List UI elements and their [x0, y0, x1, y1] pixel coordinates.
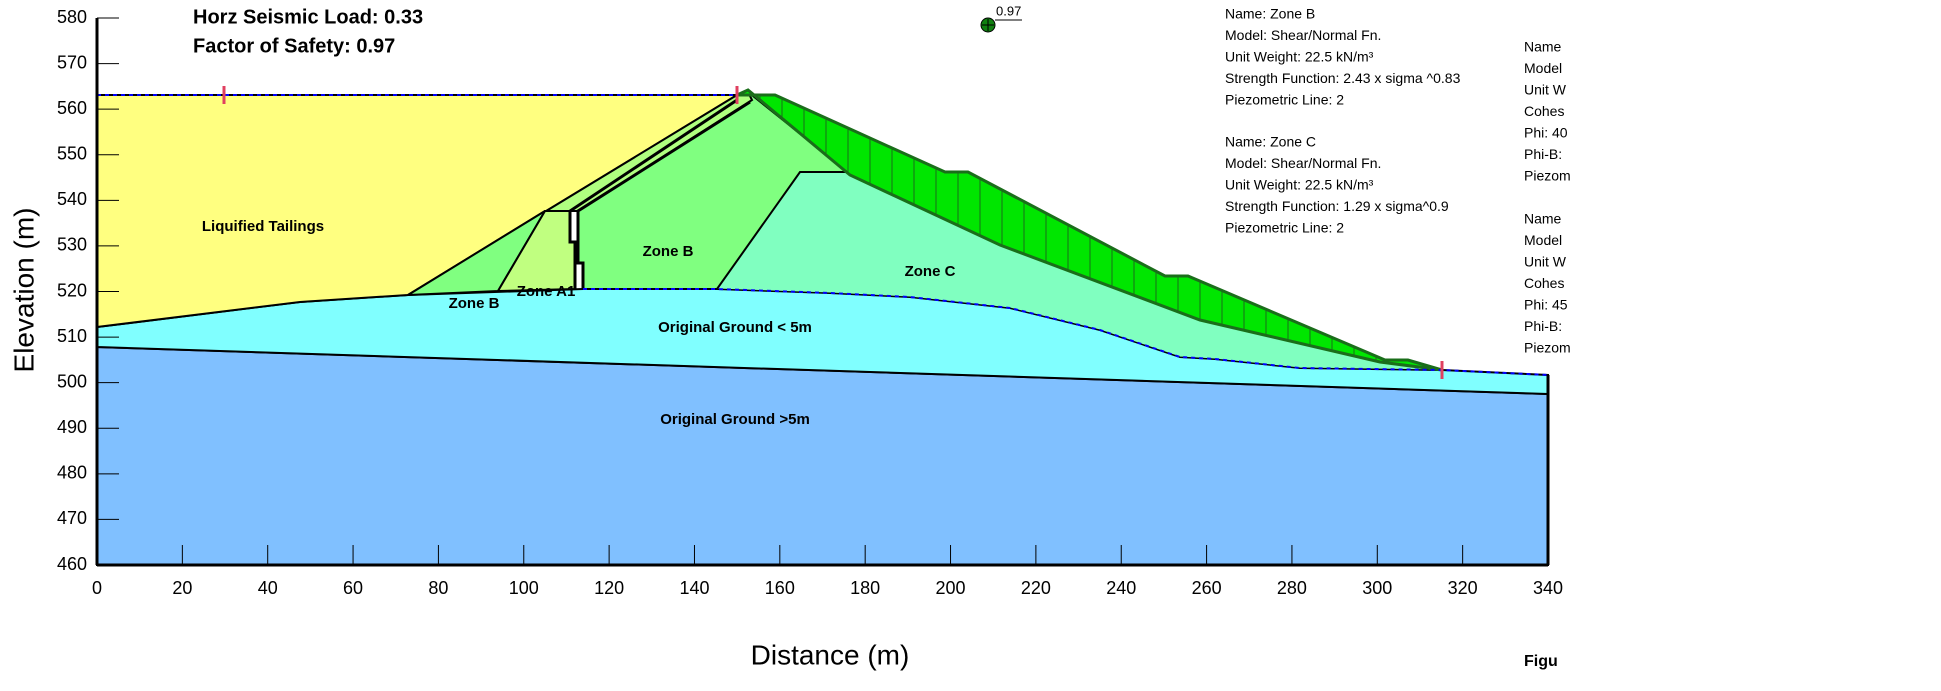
- material-line: Name: [1524, 39, 1562, 55]
- material-line: Unit W: [1524, 254, 1567, 270]
- y-tick-label: 480: [57, 463, 87, 483]
- x-tick-label: 340: [1533, 578, 1563, 598]
- chart: 0.97 Horz Seismic Load: 0.33 Factor of S…: [0, 0, 1941, 691]
- material-line: Name: Zone C: [1225, 134, 1316, 150]
- material-line: Model: Shear/Normal Fn.: [1225, 27, 1381, 43]
- region-label: Original Ground >5m: [660, 411, 810, 428]
- material-line: Piezometric Line: 2: [1225, 220, 1344, 236]
- x-tick-label: 120: [594, 578, 624, 598]
- x-tick-label: 140: [679, 578, 709, 598]
- material-line: Cohes: [1524, 103, 1564, 119]
- y-tick-label: 500: [57, 371, 87, 391]
- material-line: Piezometric Line: 2: [1225, 92, 1344, 108]
- material-line: Piezom: [1524, 168, 1571, 184]
- material-properties: Name: Zone B Model: Shear/Normal Fn. Unit …: [1225, 6, 1571, 356]
- x-tick-label: 40: [258, 578, 278, 598]
- region-label: Zone B: [643, 243, 694, 260]
- region-label: Original Ground < 5m: [658, 319, 812, 336]
- y-tick-label: 470: [57, 508, 87, 528]
- material-line: Piezom: [1524, 340, 1571, 356]
- x-tick-label: 320: [1448, 578, 1478, 598]
- y-tick-label: 460: [57, 554, 87, 574]
- material-line: Phi: 45: [1524, 297, 1568, 313]
- material-line: Model: Shear/Normal Fn.: [1225, 155, 1381, 171]
- x-tick-label: 240: [1106, 578, 1136, 598]
- x-tick-label: 60: [343, 578, 363, 598]
- material-line: Name: Zone B: [1225, 6, 1315, 22]
- x-tick-label: 260: [1192, 578, 1222, 598]
- material-line: Phi: 40: [1524, 125, 1568, 141]
- material-line: Unit Weight: 22.5 kN/m³: [1225, 49, 1374, 65]
- y-tick-label: 530: [57, 235, 87, 255]
- point-label: 0.97: [996, 3, 1021, 18]
- x-tick-label: 200: [936, 578, 966, 598]
- x-tick-label: 20: [172, 578, 192, 598]
- x-tick-label: 0: [92, 578, 102, 598]
- region-label: Zone C: [905, 263, 956, 280]
- figure-label: Figu: [1524, 653, 1558, 670]
- y-tick-label: 510: [57, 326, 87, 346]
- y-tick-label: 490: [57, 417, 87, 437]
- y-tick-label: 570: [57, 52, 87, 72]
- material-line: Strength Function: 1.29 x sigma^0.9: [1225, 198, 1449, 214]
- y-tick-label: 560: [57, 98, 87, 118]
- y-tick-label: 550: [57, 144, 87, 164]
- y-tick-label: 520: [57, 280, 87, 300]
- seismic-load: Horz Seismic Load: 0.33: [193, 6, 423, 28]
- material-line: Unit Weight: 22.5 kN/m³: [1225, 177, 1374, 193]
- material-line: Model: [1524, 232, 1562, 248]
- x-tick-label: 300: [1362, 578, 1392, 598]
- region-label: Zone B: [449, 295, 500, 312]
- x-tick-label: 160: [765, 578, 795, 598]
- y-tick-label: 540: [57, 189, 87, 209]
- material-line: Strength Function: 2.43 x sigma ^0.83: [1225, 70, 1461, 86]
- material-line: Phi-B:: [1524, 318, 1562, 334]
- x-axis-title: Distance (m): [751, 639, 910, 670]
- material-line: Name: [1524, 211, 1562, 227]
- region-label: Liquified Tailings: [202, 218, 324, 235]
- x-tick-label: 280: [1277, 578, 1307, 598]
- material-line: Cohes: [1524, 275, 1564, 291]
- x-tick-label: 220: [1021, 578, 1051, 598]
- x-tick-label: 180: [850, 578, 880, 598]
- factor-of-safety: Factor of Safety: 0.97: [193, 35, 395, 57]
- y-tick-label: 580: [57, 7, 87, 27]
- y-axis-title: Elevation (m): [8, 208, 39, 373]
- x-tick-label: 80: [428, 578, 448, 598]
- material-line: Model: [1524, 60, 1562, 76]
- material-line: Phi-B:: [1524, 146, 1562, 162]
- x-tick-label: 100: [509, 578, 539, 598]
- region-label: Zone A1: [517, 283, 576, 300]
- material-line: Unit W: [1524, 82, 1567, 98]
